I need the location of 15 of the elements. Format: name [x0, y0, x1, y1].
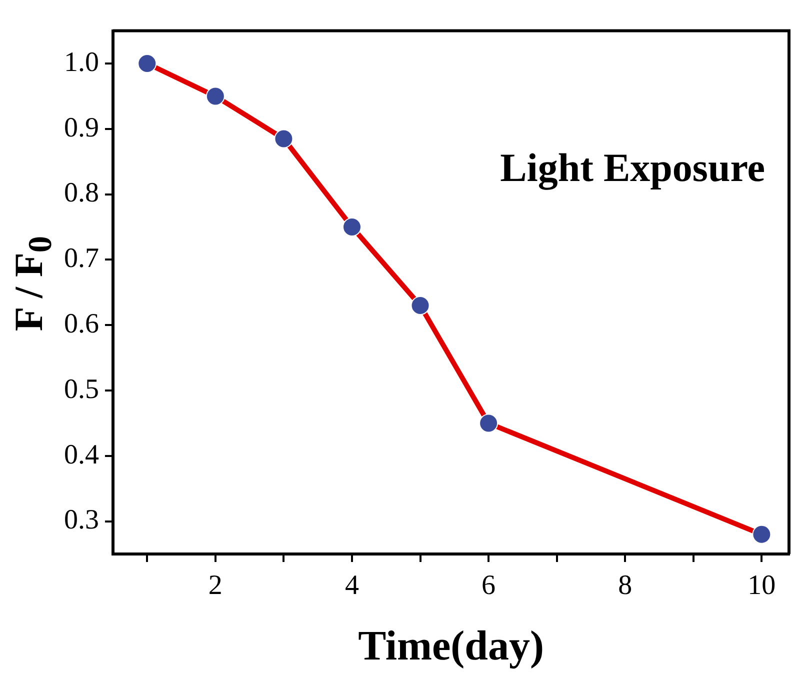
- y-tick-label: 0.3: [64, 504, 99, 536]
- x-axis-title: Time(day): [358, 624, 544, 670]
- y-tick-label: 0.7: [64, 243, 99, 274]
- y-tick-label: 0.8: [64, 178, 99, 209]
- y-tick-label: 0.5: [64, 374, 99, 405]
- x-tick-label: 8: [618, 570, 632, 602]
- y-tick-label: 0.4: [64, 439, 99, 470]
- x-tick-label: 10: [748, 570, 776, 602]
- x-tick-label: 6: [482, 570, 496, 602]
- y-tick-label: 0.6: [64, 308, 99, 340]
- y-tick-label: 0.9: [64, 112, 99, 144]
- x-tick-label: 4: [344, 570, 359, 602]
- annotation: Light Exposure: [500, 145, 765, 190]
- y-tick-label: 1.0: [64, 46, 99, 78]
- x-tick-label: 2: [208, 570, 222, 602]
